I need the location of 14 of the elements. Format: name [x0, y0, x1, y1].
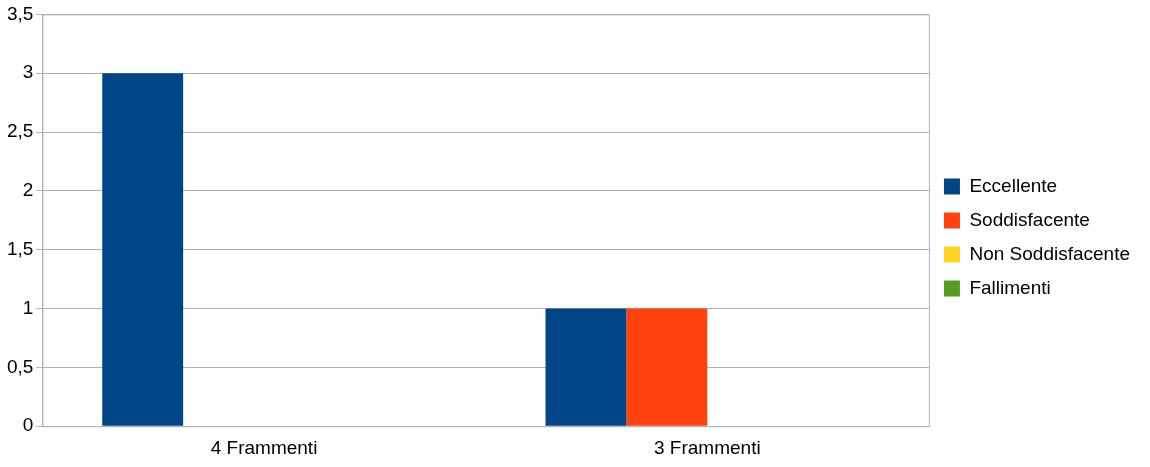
x-tick-label: 3 Frammenti: [653, 436, 761, 458]
y-tick-label: 0,5: [6, 355, 34, 377]
y-tick-label: 0: [22, 414, 34, 436]
legend-label: Soddisfacente: [969, 208, 1090, 230]
y-tick-label: 1: [22, 296, 34, 318]
y-tick-label: 3: [22, 61, 34, 83]
legend-label: Non Soddisfacente: [969, 242, 1131, 264]
y-tick-label: 2,5: [6, 120, 34, 142]
legend-label: Eccellente: [969, 174, 1058, 196]
y-tick-label: 1,5: [6, 237, 34, 259]
x-tick-label: 4 Frammenti: [210, 436, 318, 458]
legend-label: Fallimenti: [969, 276, 1051, 298]
y-tick-label: 2: [22, 179, 34, 201]
y-tick-label: 3,5: [6, 2, 34, 24]
